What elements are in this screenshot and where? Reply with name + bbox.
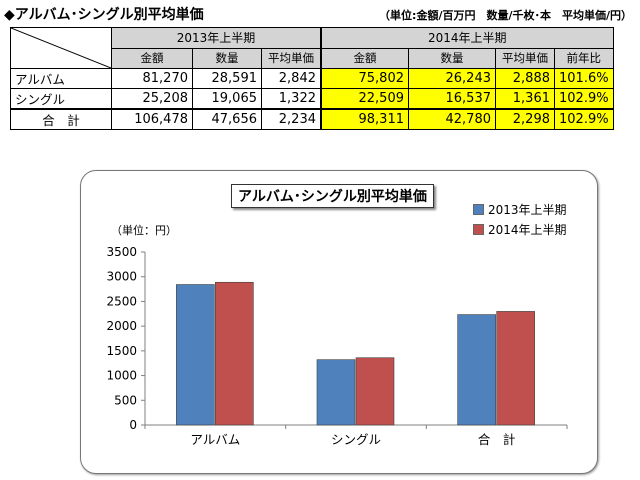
legend-item: 2013年上半期 [473,199,567,219]
bar [355,357,395,426]
y-tick-label: 2000 [106,319,137,333]
bar [176,284,215,426]
table-cell: 2,298 [495,108,555,130]
col-header: 平均単価 [261,47,322,69]
table-cell: 22,509 [320,88,409,110]
table-cell: 1,361 [495,88,555,110]
col-header: 金額 [320,47,409,69]
table-row: 合 計 106,478 47,656 2,234 98,311 42,780 2… [10,108,614,130]
legend-label: 2014年上半期 [488,222,567,237]
chart-frame: アルバム･シングル別平均単価 （単位：円） 2013年上半期 2014年上半期 … [80,170,598,474]
unit-note: （単位:金額/百万円 数量/千枚･本 平均単価/円） [379,9,632,22]
table-cell: 102.9% [554,88,614,110]
bar [215,281,254,426]
table-cell: 98,311 [320,108,409,130]
table-cell: 16,537 [408,88,496,110]
col-header: 前年比 [554,47,614,69]
x-category-label: シングル [331,432,381,447]
corner-diagonal [11,28,111,68]
table-cell: 75,802 [320,68,409,89]
table-cell: 102.9% [554,108,614,130]
row-label: シングル [10,88,112,110]
legend-swatch [473,203,484,215]
y-axis-unit-label: （単位：円） [111,224,177,237]
bar [316,359,356,426]
y-tick-label: 500 [114,393,137,407]
bar-chart-plot: 0 500 1000 1500 2000 2500 3000 3500 アルバム シングル 合 計 [106,245,568,447]
table-cell: 42,780 [408,108,496,130]
table-cell: 81,270 [111,68,193,89]
table-cell: 1,322 [261,88,322,110]
col-header: 数量 [408,47,496,69]
table-cell: 2,842 [261,68,322,89]
table-row: アルバム 81,270 28,591 2,842 75,802 26,243 2… [10,68,614,89]
y-tick-label: 3500 [106,245,137,259]
table-cell: 101.6% [554,68,614,89]
table-cell: 19,065 [192,88,262,110]
x-category-label: アルバム [190,432,240,447]
table-cell: 2,888 [495,68,555,89]
bar [457,314,496,426]
y-tick-label: 0 [129,418,137,432]
table-cell: 106,478 [111,108,193,130]
period-2014-header: 2014年上半期 [319,27,614,49]
col-header: 金額 [111,47,193,69]
table-corner-cell [10,27,112,69]
y-tick-label: 1000 [106,369,137,383]
page-title: ◆アルバム･シングル別平均単価 [4,7,204,23]
y-tick-label: 3000 [106,270,137,284]
chart-title: アルバム･シングル別平均単価 [231,184,434,208]
table-row: シングル 25,208 19,065 1,322 22,509 16,537 1… [10,88,614,110]
legend-item: 2014年上半期 [473,219,567,239]
table-cell: 25,208 [111,88,193,110]
data-table: 2013年上半期 2014年上半期 金額 数量 平均単価 金額 数量 平均単価 … [10,27,614,130]
legend-label: 2013年上半期 [488,202,567,217]
x-category-label: 合 計 [478,432,516,447]
table-cell: 47,656 [192,108,262,130]
table-cell: 28,591 [192,68,262,89]
period-2013-header: 2013年上半期 [111,27,322,49]
y-tick-label: 2500 [106,294,137,308]
y-tick-label: 1500 [106,344,137,358]
row-label: アルバム [10,68,112,89]
bar [496,311,535,426]
col-header: 数量 [192,47,262,69]
chart-legend: 2013年上半期 2014年上半期 [473,199,567,239]
row-label: 合 計 [10,108,112,130]
table-cell: 26,243 [408,68,496,89]
col-header: 平均単価 [495,47,555,69]
table-cell: 2,234 [261,108,322,130]
legend-swatch [473,223,484,235]
